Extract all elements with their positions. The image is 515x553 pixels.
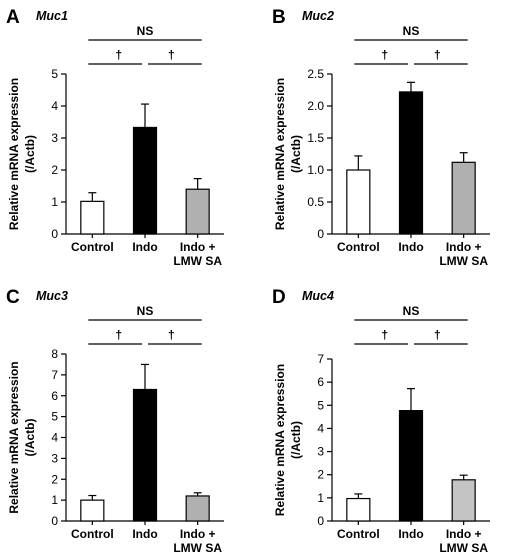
- panel-a: A Muc1 Relative mRNA expression (/Actb) 0 1 2 3…: [6, 7, 224, 268]
- significance-label: †: [381, 48, 388, 62]
- bar: [398, 91, 424, 235]
- y-tick-label: 2.5: [307, 67, 324, 81]
- bar: [185, 495, 210, 522]
- bar: [185, 188, 210, 235]
- y-tick-label: 3: [51, 451, 58, 465]
- y-tick-label: 0: [317, 227, 324, 241]
- significance-label: †: [115, 48, 122, 62]
- panel-d: D Muc4 Relative mRNA expression (/Actb) 0 1 2 3…: [272, 287, 490, 553]
- y-tick-label: 4: [51, 431, 58, 445]
- y-tick-label: 6: [317, 375, 324, 389]
- significance-label: †: [168, 328, 175, 342]
- x-tick-label: Indo +: [446, 527, 482, 541]
- y-tick-label: 6: [51, 389, 58, 403]
- y-tick-label: 5: [51, 410, 58, 424]
- y-tick-label: 2: [51, 472, 58, 486]
- y-axis-unit: (/Actb): [289, 421, 303, 459]
- y-tick-label: 5: [317, 398, 324, 412]
- bar: [80, 200, 105, 235]
- panel-label: B: [272, 7, 286, 28]
- y-tick-label: 0: [317, 514, 324, 528]
- panel-title: Muc4: [302, 289, 334, 303]
- y-axis-label: Relative mRNA expression: [7, 361, 21, 513]
- significance-label: †: [434, 48, 441, 62]
- x-tick-label: LMW SA: [439, 541, 488, 553]
- bar: [451, 161, 476, 235]
- x-tick-label: LMW SA: [173, 541, 222, 553]
- x-tick-label: Control: [71, 527, 114, 541]
- y-tick-label: 4: [317, 421, 324, 435]
- bar: [346, 169, 371, 235]
- y-tick-label: 1.5: [307, 131, 324, 145]
- panel-b: B Muc2 Relative mRNA expression (/Actb) 0 0.5…: [272, 7, 490, 268]
- significance-label: †: [381, 328, 388, 342]
- y-tick-label: 0.5: [307, 195, 324, 209]
- bar: [80, 499, 105, 522]
- y-tick-label: 5: [51, 67, 58, 81]
- y-tick-label: 0: [51, 227, 58, 241]
- bar: [451, 479, 476, 522]
- significance-label: †: [434, 328, 441, 342]
- x-tick-label: Indo: [132, 240, 157, 254]
- y-axis-unit: (/Actb): [23, 419, 37, 457]
- bar: [132, 126, 158, 235]
- y-tick-label: 2.0: [307, 99, 324, 113]
- significance-label: NS: [403, 24, 420, 38]
- panel-label: C: [6, 287, 20, 308]
- x-tick-label: Control: [337, 240, 380, 254]
- significance-label: NS: [403, 304, 420, 318]
- bar: [132, 388, 158, 522]
- x-tick-label: Indo +: [180, 527, 216, 541]
- panel-title: Muc3: [36, 289, 68, 303]
- x-tick-label: Indo +: [446, 240, 482, 254]
- y-axis-label: Relative mRNA expression: [273, 364, 287, 516]
- y-tick-label: 0: [51, 514, 58, 528]
- y-tick-label: 1.0: [307, 163, 324, 177]
- panel-label: A: [6, 7, 20, 28]
- y-tick-label: 1: [317, 491, 324, 505]
- bar: [346, 497, 371, 522]
- x-tick-label: LMW SA: [173, 254, 222, 268]
- y-tick-label: 4: [51, 99, 58, 113]
- y-tick-label: 1: [51, 195, 58, 209]
- y-axis-unit: (/Actb): [23, 135, 37, 173]
- y-axis-label: Relative mRNA expression: [7, 78, 21, 230]
- x-tick-label: Control: [337, 527, 380, 541]
- y-axis-label: Relative mRNA expression: [273, 78, 287, 230]
- y-tick-label: 2: [317, 468, 324, 482]
- x-tick-label: Control: [71, 240, 114, 254]
- panel-label: D: [272, 287, 286, 308]
- panel-title: Muc1: [36, 9, 68, 23]
- significance-label: NS: [137, 304, 154, 318]
- significance-label: †: [168, 48, 175, 62]
- panel-title: Muc2: [302, 9, 334, 23]
- significance-label: NS: [137, 24, 154, 38]
- y-tick-label: 8: [51, 347, 58, 361]
- y-tick-label: 1: [51, 493, 58, 507]
- y-tick-label: 3: [51, 131, 58, 145]
- y-tick-label: 2: [51, 163, 58, 177]
- bar: [398, 410, 424, 522]
- y-axis-unit: (/Actb): [289, 135, 303, 173]
- x-tick-label: Indo: [398, 240, 423, 254]
- panel-c: C Muc3 Relative mRNA expression (/Actb) 0 1 2 3…: [6, 287, 224, 553]
- x-tick-label: Indo: [132, 527, 157, 541]
- significance-label: †: [115, 328, 122, 342]
- x-tick-label: Indo: [398, 527, 423, 541]
- y-tick-label: 3: [317, 445, 324, 459]
- y-tick-label: 7: [317, 352, 324, 366]
- x-tick-label: LMW SA: [439, 254, 488, 268]
- y-tick-label: 7: [51, 368, 58, 382]
- x-tick-label: Indo +: [180, 240, 216, 254]
